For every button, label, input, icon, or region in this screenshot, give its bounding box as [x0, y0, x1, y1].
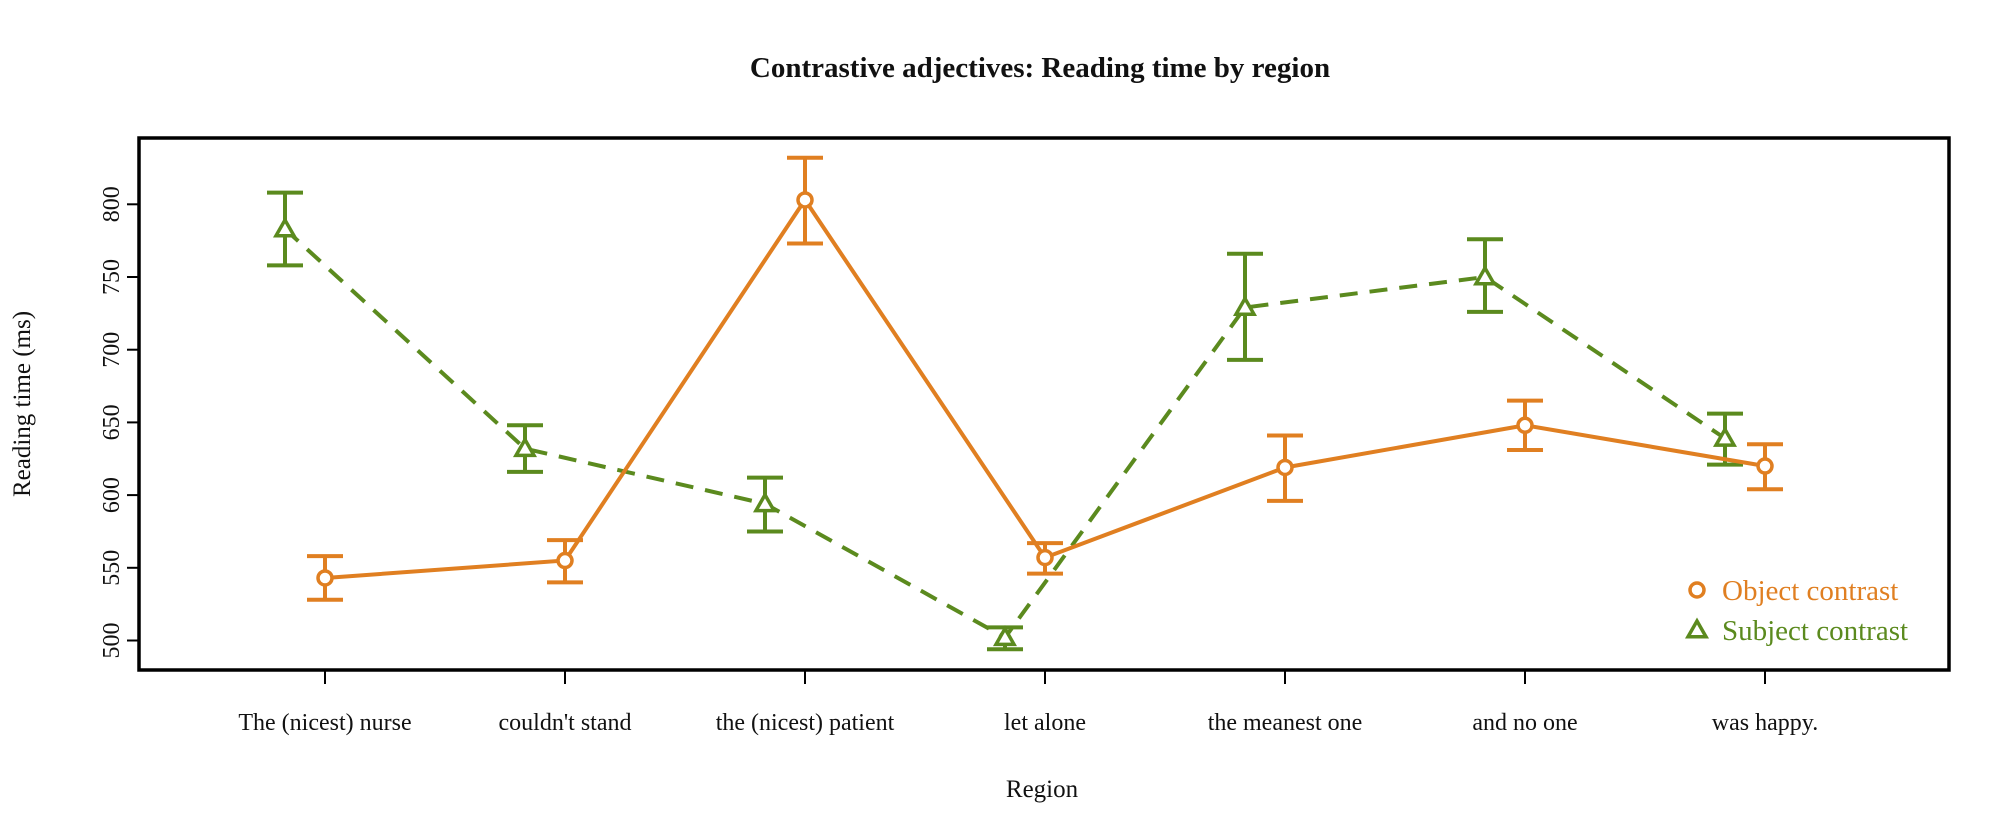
- y-axis: 500 550 600 650 700 750 800: [99, 186, 139, 659]
- data-point-circle: [1276, 458, 1294, 477]
- y-tick-label: 650: [99, 404, 125, 440]
- series-line: [324, 196, 1766, 580]
- y-axis-label: Reading time (ms): [9, 311, 36, 497]
- chart-title: Contrastive adjectives: Reading time by …: [750, 52, 1330, 84]
- y-tick-label: 800: [99, 186, 125, 222]
- data-point-triangle: [1712, 425, 1738, 447]
- series-layer: [267, 155, 1783, 652]
- legend-marker-circle: [1688, 581, 1706, 599]
- y-tick-label: 600: [99, 477, 125, 513]
- x-axis-label: Region: [1006, 776, 1079, 803]
- legend-marker-triangle: [1684, 617, 1710, 639]
- y-tick-label: 500: [99, 623, 125, 659]
- x-tick-label: was happy.: [1712, 710, 1818, 736]
- data-point-circle: [796, 191, 814, 209]
- x-tick-label: and no one: [1472, 710, 1577, 736]
- y-tick-label: 550: [99, 550, 125, 586]
- x-tick-label: couldn't stand: [499, 710, 632, 736]
- x-tick-label: the meanest one: [1208, 710, 1363, 736]
- y-tick-label: 700: [99, 332, 125, 368]
- series-object-contrast: [307, 155, 1783, 602]
- data-point-circle: [556, 551, 574, 570]
- data-point-triangle: [992, 625, 1018, 647]
- data-point-circle: [316, 569, 334, 587]
- x-tick-label: let alone: [1004, 710, 1086, 736]
- data-point-triangle: [512, 436, 538, 458]
- series-line: [283, 227, 1727, 641]
- y-tick-label: 750: [99, 259, 125, 295]
- series-subject-contrast: [267, 190, 1743, 652]
- data-point-circle: [1756, 457, 1774, 475]
- x-tick-label: the (nicest) patient: [716, 710, 895, 736]
- legend-label: Object contrast: [1722, 575, 1898, 607]
- data-point-triangle: [1232, 295, 1258, 317]
- data-point-triangle: [752, 491, 778, 513]
- legend: Object contrast Subject contrast: [1684, 575, 1908, 647]
- x-axis: The (nicest) nurse couldn't stand the (nic…: [238, 670, 1818, 736]
- x-tick-label: The (nicest) nurse: [238, 710, 411, 736]
- data-point-circle: [1516, 416, 1534, 435]
- data-point-triangle: [1472, 264, 1498, 286]
- data-point-triangle: [272, 216, 298, 238]
- legend-label: Subject contrast: [1722, 615, 1908, 647]
- plot-frame: [137, 136, 1951, 672]
- data-point-circle: [1036, 548, 1054, 567]
